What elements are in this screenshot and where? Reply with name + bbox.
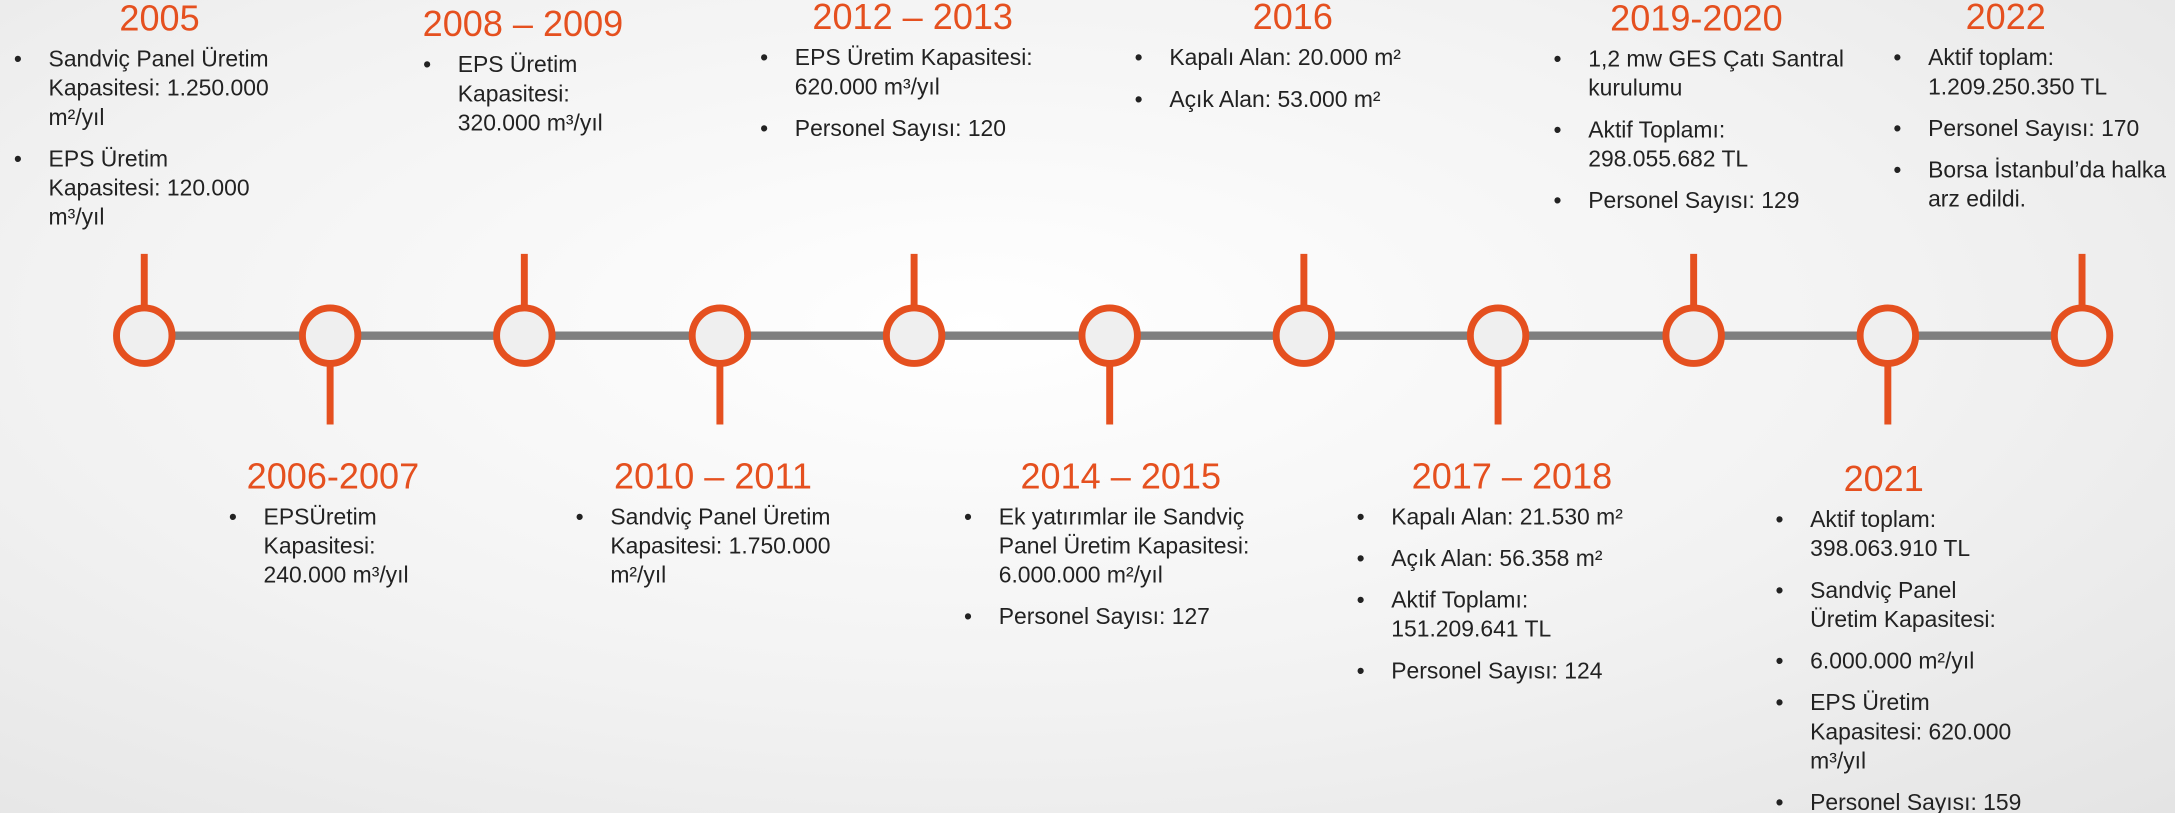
year-label: 2021 bbox=[1843, 457, 1924, 500]
detail-item: Ek yatırımlar ile Sandviç Panel Üretim K… bbox=[964, 504, 1262, 591]
milestone-details: EPS Üretim Kapasitesi: 620.000 m³/yıl Per… bbox=[760, 44, 1093, 156]
milestone-details: Sandviç Panel Üretim Kapasitesi: 1.250.0… bbox=[14, 46, 284, 246]
milestone-marker bbox=[1272, 304, 1336, 367]
year-label: 2019-2020 bbox=[1610, 0, 1783, 39]
year-label: 2005 bbox=[119, 0, 200, 39]
milestone-details: Aktif toplam: 398.063.910 TL Sandviç Pane… bbox=[1775, 506, 2025, 813]
milestone-details: 1,2 mw GES Çatı Santral kurulumu Aktif To… bbox=[1554, 46, 1845, 229]
detail-item: EPS Üretim Kapasitesi: 620.000 m³/yıl bbox=[760, 44, 1093, 102]
milestone-marker bbox=[2050, 304, 2114, 367]
milestone-marker bbox=[1856, 304, 1920, 367]
detail-item: EPS Üretim Kapasitesi: 120.000 m³/yıl bbox=[14, 146, 284, 233]
detail-item: Kapalı Alan: 21.530 m² bbox=[1357, 504, 1662, 533]
milestone-marker bbox=[1466, 304, 1530, 367]
milestone-details: Kapalı Alan: 20.000 m² Açık Alan: 53.000 … bbox=[1135, 44, 1454, 127]
milestone-marker bbox=[493, 304, 556, 367]
detail-item: Personel Sayısı: 159 bbox=[1775, 789, 2025, 813]
detail-item: Personel Sayısı: 170 bbox=[1893, 115, 2175, 144]
milestone-details: Ek yatırımlar ile Sandviç Panel Üretim K… bbox=[964, 504, 1262, 645]
milestone-marker bbox=[298, 304, 362, 367]
detail-item: Borsa İstanbul’da halka arz edildi. bbox=[1893, 157, 2175, 215]
detail-item: Personel Sayısı: 124 bbox=[1357, 657, 1662, 686]
detail-item: Sandviç Panel Üretim Kapasitesi: 1.250.0… bbox=[14, 46, 284, 133]
year-label: 2016 bbox=[1252, 0, 1333, 38]
detail-item: Sandviç Panel Üretim Kapasitesi: 1.750.0… bbox=[576, 504, 833, 591]
detail-item: 6.000.000 m²/yıl bbox=[1775, 648, 2025, 677]
detail-item: Sandviç Panel Üretim Kapasitesi: bbox=[1775, 577, 2025, 635]
detail-item: Açık Alan: 56.358 m² bbox=[1357, 545, 1662, 574]
milestone-marker bbox=[1662, 304, 1725, 367]
detail-item: Aktif toplam: 398.063.910 TL bbox=[1775, 506, 2025, 564]
year-label: 2014 – 2015 bbox=[1020, 454, 1222, 497]
detail-item: Aktif Toplamı: 298.055.682 TL bbox=[1554, 117, 1845, 175]
milestone-marker bbox=[1078, 304, 1141, 367]
detail-item: Personel Sayısı: 129 bbox=[1554, 187, 1845, 216]
milestone-details: EPS Üretim Kapasitesi: 320.000 m³/yıl bbox=[423, 51, 631, 151]
year-label: 2010 – 2011 bbox=[614, 454, 812, 497]
detail-item: EPS Üretim Kapasitesi: 320.000 m³/yıl bbox=[423, 51, 631, 138]
milestone-marker bbox=[882, 304, 946, 367]
detail-item: EPS Üretim Kapasitesi: 620.000 m³/yıl bbox=[1775, 689, 2025, 776]
year-label: 2022 bbox=[1965, 0, 2046, 38]
detail-item: 1,2 mw GES Çatı Santral kurulumu bbox=[1554, 46, 1845, 104]
detail-item: Açık Alan: 53.000 m² bbox=[1135, 86, 1454, 115]
detail-item: Aktif Toplamı: 151.209.641 TL bbox=[1357, 587, 1662, 645]
year-label: 2008 – 2009 bbox=[422, 2, 624, 45]
year-label: 2006-2007 bbox=[246, 454, 420, 497]
detail-item: EPSÜretim Kapasitesi: 240.000 m³/yıl bbox=[229, 504, 451, 591]
detail-item: Kapalı Alan: 20.000 m² bbox=[1135, 44, 1454, 73]
milestone-marker bbox=[113, 304, 176, 367]
detail-item: Aktif toplam: 1.209.250.350 TL bbox=[1893, 44, 2175, 102]
year-label: 2017 – 2018 bbox=[1411, 454, 1613, 497]
detail-item: Personel Sayısı: 120 bbox=[760, 115, 1093, 144]
detail-item: Personel Sayısı: 127 bbox=[964, 603, 1262, 632]
milestone-details: Sandviç Panel Üretim Kapasitesi: 1.750.0… bbox=[576, 504, 833, 604]
milestone-marker bbox=[688, 304, 752, 367]
year-label: 2012 – 2013 bbox=[812, 0, 1013, 38]
milestone-details: Aktif toplam: 1.209.250.350 TL Personel S… bbox=[1893, 44, 2175, 227]
milestone-details: Kapalı Alan: 21.530 m² Açık Alan: 56.358 … bbox=[1357, 504, 1662, 700]
milestone-details: EPSÜretim Kapasitesi: 240.000 m³/yıl bbox=[229, 504, 451, 604]
